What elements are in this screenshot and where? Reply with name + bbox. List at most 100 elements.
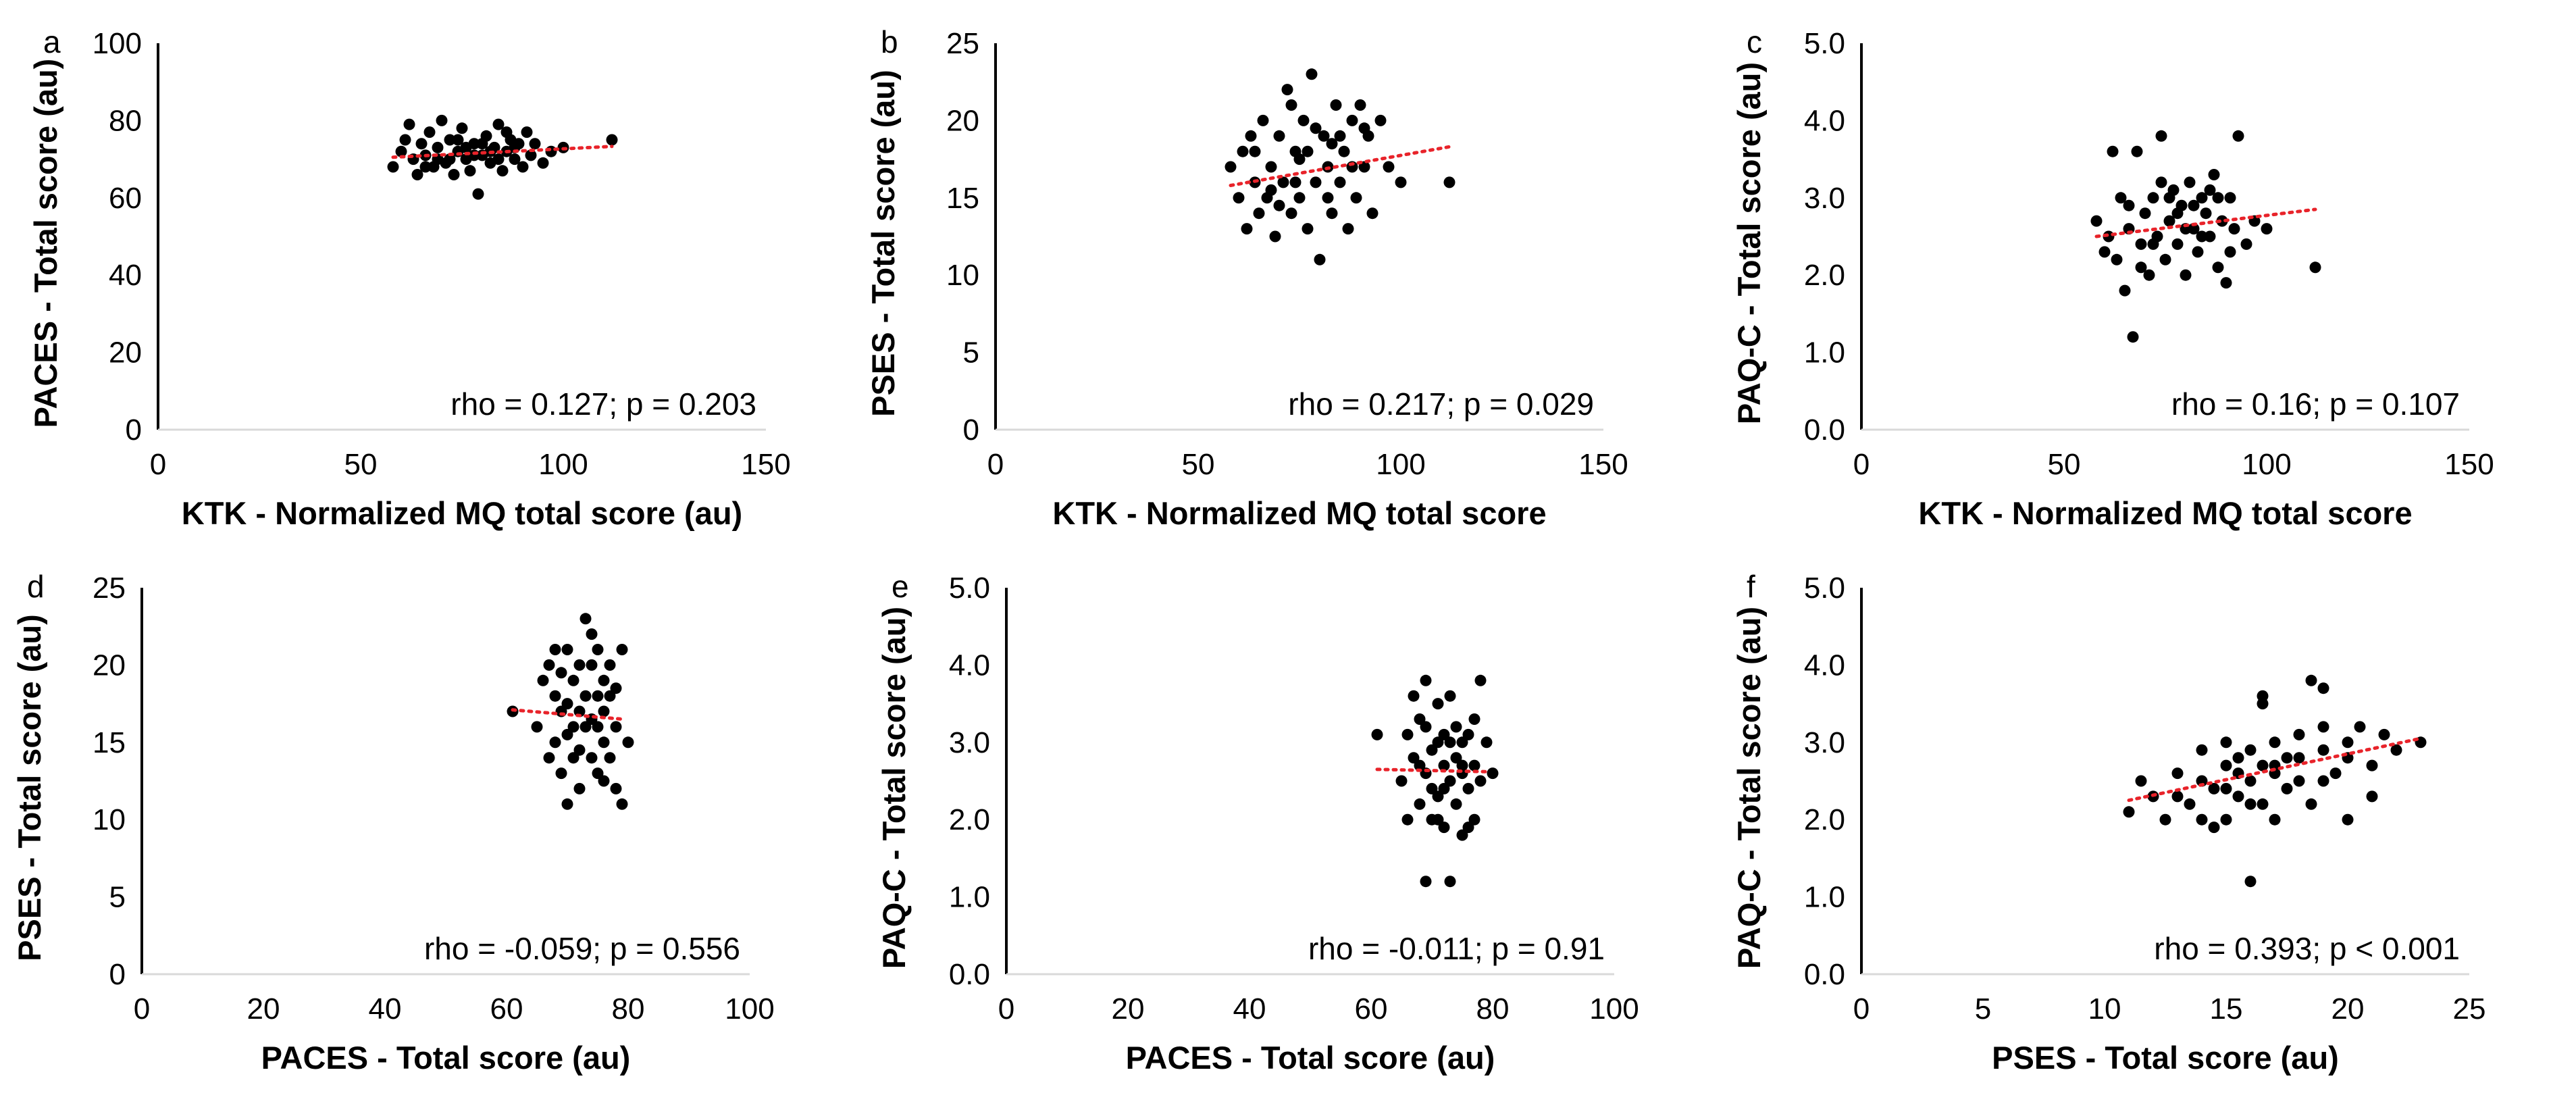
data-point xyxy=(2257,690,2269,702)
data-point xyxy=(2163,215,2175,227)
data-point xyxy=(2098,246,2111,258)
data-point xyxy=(2208,169,2220,180)
data-point xyxy=(2232,130,2244,142)
data-point xyxy=(1302,223,1314,235)
data-point xyxy=(1438,759,1450,772)
data-point xyxy=(616,644,628,655)
data-point xyxy=(1330,99,1342,111)
data-point xyxy=(622,736,634,749)
y-tick-label: 4.0 xyxy=(1804,104,1845,137)
x-tick-label: 5 xyxy=(1975,992,1991,1026)
data-point xyxy=(529,138,541,150)
data-point xyxy=(2196,813,2208,826)
data-point xyxy=(1443,176,1456,188)
data-point xyxy=(2123,199,2135,211)
data-point xyxy=(444,134,456,146)
data-point xyxy=(1265,184,1277,196)
data-point xyxy=(2184,798,2196,810)
y-tick-label: 1.0 xyxy=(1804,881,1845,914)
data-point xyxy=(432,141,444,153)
data-point xyxy=(2208,822,2220,834)
y-tick-label: 20 xyxy=(93,649,126,682)
data-point xyxy=(2147,192,2159,204)
data-point xyxy=(592,644,604,655)
x-tick-label: 150 xyxy=(1578,448,1628,481)
y-axis-title: PAQ-C - Total score (au) xyxy=(876,607,912,969)
correlation-annotation: rho = 0.217; p = 0.029 xyxy=(1288,386,1594,422)
data-point xyxy=(509,153,521,166)
panel-label: b xyxy=(881,24,898,59)
data-point xyxy=(579,613,592,625)
data-point xyxy=(1285,99,1297,111)
data-point xyxy=(1414,713,1426,725)
x-tick-label: 20 xyxy=(2332,992,2365,1026)
data-point xyxy=(444,153,456,166)
data-point xyxy=(586,659,598,671)
data-point xyxy=(1487,767,1499,780)
data-point xyxy=(1302,145,1314,157)
x-tick-label: 0 xyxy=(987,448,1004,481)
data-point xyxy=(2305,674,2317,686)
data-point xyxy=(452,134,464,146)
data-point xyxy=(1374,114,1387,126)
data-point xyxy=(2317,721,2329,733)
data-point xyxy=(2147,238,2159,250)
data-point xyxy=(1310,122,1322,134)
data-point xyxy=(411,169,423,180)
data-point xyxy=(1289,176,1302,188)
y-tick-label: 3.0 xyxy=(1804,726,1845,759)
data-point xyxy=(1468,813,1480,826)
data-point xyxy=(567,674,579,686)
data-point xyxy=(1438,782,1450,794)
data-point xyxy=(1285,207,1297,220)
data-point xyxy=(592,721,604,733)
x-tick-label: 0 xyxy=(1853,448,1870,481)
data-point xyxy=(2171,767,2184,780)
data-point xyxy=(1462,782,1474,794)
data-point xyxy=(2309,261,2321,274)
trend-line xyxy=(1229,145,1451,187)
data-point xyxy=(1297,114,1310,126)
y-tick-label: 5 xyxy=(963,336,979,370)
data-point xyxy=(2261,223,2273,235)
data-point xyxy=(2184,176,2196,188)
data-point xyxy=(2228,223,2240,235)
data-point xyxy=(537,157,549,169)
data-point xyxy=(549,690,561,702)
data-point xyxy=(1318,130,1330,142)
data-point xyxy=(1314,253,1326,266)
y-tick-label: 15 xyxy=(946,182,979,215)
data-point xyxy=(1358,122,1370,134)
data-point xyxy=(2212,192,2224,204)
data-point xyxy=(1432,736,1444,749)
data-point xyxy=(1401,813,1414,826)
data-point xyxy=(1444,775,1456,787)
data-point xyxy=(1293,153,1306,166)
data-point xyxy=(1350,192,1362,204)
data-point xyxy=(1444,690,1456,702)
data-point xyxy=(525,149,537,161)
scatter-panel-a: a 0 20 40 60 80 100 0 50 100 150 KTK - Normalized M… xyxy=(28,24,791,531)
data-point xyxy=(2293,752,2305,764)
x-tick-label: 100 xyxy=(725,992,774,1026)
correlation-annotation: rho = 0.393; p < 0.001 xyxy=(2154,931,2460,966)
data-point xyxy=(1456,736,1468,749)
data-point xyxy=(1420,674,1432,686)
data-point xyxy=(579,721,592,733)
data-point xyxy=(1334,176,1346,188)
data-point xyxy=(2220,277,2232,289)
x-tick-label: 150 xyxy=(741,448,790,481)
y-tick-label: 20 xyxy=(946,104,979,137)
data-point xyxy=(2269,813,2281,826)
x-tick-label: 10 xyxy=(2088,992,2121,1026)
data-point xyxy=(2317,744,2329,756)
x-tick-label: 60 xyxy=(490,992,523,1026)
data-point xyxy=(2257,759,2269,772)
data-point xyxy=(2131,145,2143,157)
y-tick-label: 100 xyxy=(93,27,142,60)
data-point xyxy=(592,767,604,780)
y-tick-label: 2.0 xyxy=(949,803,990,836)
data-point xyxy=(573,659,586,671)
data-point xyxy=(1438,728,1450,740)
data-point xyxy=(2354,721,2366,733)
